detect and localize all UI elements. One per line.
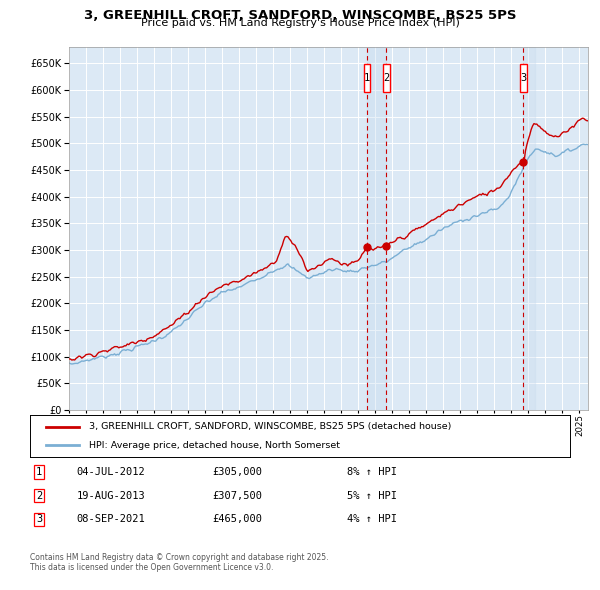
- Text: 3, GREENHILL CROFT, SANDFORD, WINSCOMBE, BS25 5PS (detached house): 3, GREENHILL CROFT, SANDFORD, WINSCOMBE,…: [89, 422, 452, 431]
- Text: 3: 3: [36, 514, 42, 524]
- Text: HPI: Average price, detached house, North Somerset: HPI: Average price, detached house, Nort…: [89, 441, 340, 450]
- Bar: [523, 47, 535, 410]
- Text: 3, GREENHILL CROFT, SANDFORD, WINSCOMBE, BS25 5PS: 3, GREENHILL CROFT, SANDFORD, WINSCOMBE,…: [84, 9, 516, 22]
- Bar: [367, 47, 386, 410]
- Text: 4% ↑ HPI: 4% ↑ HPI: [347, 514, 397, 524]
- Text: £307,500: £307,500: [212, 491, 262, 500]
- FancyBboxPatch shape: [364, 64, 370, 92]
- Text: 19-AUG-2013: 19-AUG-2013: [77, 491, 145, 500]
- Text: Contains HM Land Registry data © Crown copyright and database right 2025.: Contains HM Land Registry data © Crown c…: [30, 553, 329, 562]
- Text: 5% ↑ HPI: 5% ↑ HPI: [347, 491, 397, 500]
- Text: Price paid vs. HM Land Registry's House Price Index (HPI): Price paid vs. HM Land Registry's House …: [140, 18, 460, 28]
- Text: 8% ↑ HPI: 8% ↑ HPI: [347, 467, 397, 477]
- Text: 1: 1: [36, 467, 42, 477]
- Text: 04-JUL-2012: 04-JUL-2012: [77, 467, 145, 477]
- Text: 08-SEP-2021: 08-SEP-2021: [77, 514, 145, 524]
- FancyBboxPatch shape: [520, 64, 527, 92]
- Text: 1: 1: [364, 73, 370, 83]
- Text: 2: 2: [383, 73, 389, 83]
- Text: £465,000: £465,000: [212, 514, 262, 524]
- Text: This data is licensed under the Open Government Licence v3.0.: This data is licensed under the Open Gov…: [30, 563, 274, 572]
- Text: 2: 2: [36, 491, 42, 500]
- FancyBboxPatch shape: [383, 64, 389, 92]
- Text: 3: 3: [520, 73, 526, 83]
- Text: £305,000: £305,000: [212, 467, 262, 477]
